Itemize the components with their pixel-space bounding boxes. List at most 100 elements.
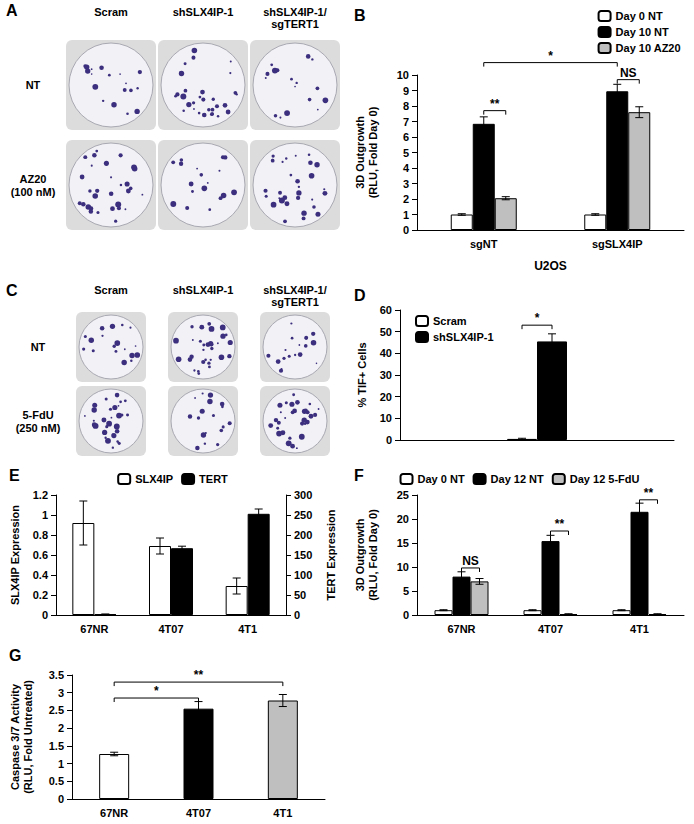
svg-text:250: 250 — [294, 509, 312, 521]
svg-text:67NR: 67NR — [447, 623, 475, 635]
svg-text:(250 nM): (250 nM) — [16, 422, 61, 434]
svg-text:0: 0 — [403, 224, 409, 236]
svg-text:2.5: 2.5 — [49, 704, 64, 716]
svg-text:NS: NS — [462, 554, 479, 568]
svg-text:8: 8 — [403, 100, 409, 112]
svg-text:NT: NT — [31, 341, 46, 353]
svg-text:0: 0 — [58, 793, 64, 805]
svg-text:**: ** — [644, 486, 654, 500]
svg-text:3D Outgrowth: 3D Outgrowth — [354, 518, 366, 591]
svg-text:10: 10 — [380, 412, 392, 424]
svg-text:150: 150 — [294, 549, 312, 561]
svg-text:D: D — [354, 287, 366, 304]
svg-text:4T07: 4T07 — [186, 807, 211, 819]
svg-text:1.2: 1.2 — [33, 489, 48, 501]
svg-text:(RLU, Fold Day 0): (RLU, Fold Day 0) — [367, 106, 379, 198]
svg-text:shSLX4IP-1/: shSLX4IP-1/ — [263, 284, 327, 296]
svg-text:4: 4 — [403, 162, 410, 174]
svg-text:50: 50 — [294, 589, 306, 601]
svg-text:*: * — [535, 311, 540, 325]
svg-text:Scram: Scram — [433, 315, 467, 327]
svg-text:E: E — [9, 467, 20, 484]
svg-text:1.5: 1.5 — [49, 740, 64, 752]
svg-text:67NR: 67NR — [100, 807, 128, 819]
svg-text:sgSLX4IP: sgSLX4IP — [592, 238, 643, 250]
svg-text:3: 3 — [403, 178, 409, 190]
svg-text:0.6: 0.6 — [33, 549, 48, 561]
svg-text:U2OS: U2OS — [534, 259, 567, 273]
svg-text:shSLX4IP-1/: shSLX4IP-1/ — [263, 6, 327, 18]
svg-text:0.5: 0.5 — [49, 775, 64, 787]
svg-text:AZ20: AZ20 — [20, 173, 47, 185]
svg-text:4T07: 4T07 — [158, 623, 183, 635]
svg-text:B: B — [354, 7, 366, 24]
svg-text:sgNT: sgNT — [470, 238, 498, 250]
svg-text:2: 2 — [403, 193, 409, 205]
svg-text:TERT Expression: TERT Expression — [325, 509, 337, 600]
svg-text:Scram: Scram — [94, 284, 128, 296]
svg-text:TERT: TERT — [199, 473, 228, 485]
svg-text:40: 40 — [380, 347, 392, 359]
svg-text:Day 12 NT: Day 12 NT — [491, 473, 544, 485]
svg-text:200: 200 — [294, 529, 312, 541]
svg-text:Day 10 NT: Day 10 NT — [616, 26, 669, 38]
svg-text:9: 9 — [403, 85, 409, 97]
svg-text:SLX4IP Expression: SLX4IP Expression — [9, 505, 21, 605]
svg-text:3D Outgrowth: 3D Outgrowth — [354, 116, 366, 189]
svg-text:4T1: 4T1 — [273, 807, 292, 819]
svg-text:Caspase 3/7 Activity: Caspase 3/7 Activity — [9, 683, 21, 790]
svg-text:A: A — [6, 2, 18, 19]
svg-text:67NR: 67NR — [80, 623, 108, 635]
svg-text:**: ** — [194, 668, 204, 682]
svg-text:0.4: 0.4 — [33, 569, 49, 581]
svg-text:2: 2 — [58, 722, 64, 734]
svg-text:10: 10 — [397, 561, 409, 573]
svg-text:0: 0 — [403, 609, 409, 621]
svg-text:50: 50 — [380, 326, 392, 338]
svg-text:shSLX4IP-1: shSLX4IP-1 — [433, 331, 494, 343]
svg-text:0: 0 — [42, 609, 48, 621]
svg-text:25: 25 — [397, 489, 409, 501]
svg-text:5: 5 — [403, 585, 409, 597]
svg-text:shSLX4IP-1: shSLX4IP-1 — [173, 6, 234, 18]
svg-text:0.8: 0.8 — [33, 529, 48, 541]
svg-text:C: C — [6, 282, 18, 299]
svg-text:4T07: 4T07 — [538, 623, 563, 635]
svg-text:4T1: 4T1 — [238, 623, 257, 635]
svg-text:0: 0 — [294, 609, 300, 621]
svg-text:Day 12 5-FdU: Day 12 5-FdU — [570, 473, 640, 485]
svg-text:0.2: 0.2 — [33, 589, 48, 601]
svg-text:5-FdU: 5-FdU — [22, 409, 53, 421]
svg-text:**: ** — [490, 97, 500, 111]
svg-text:F: F — [354, 467, 364, 484]
svg-text:30: 30 — [380, 369, 392, 381]
svg-text:1: 1 — [42, 509, 48, 521]
svg-text:Day 0 NT: Day 0 NT — [616, 10, 663, 22]
svg-text:% TIF+ Cells: % TIF+ Cells — [356, 342, 368, 407]
svg-text:4T1: 4T1 — [630, 623, 649, 635]
svg-text:*: * — [548, 49, 553, 63]
svg-text:6: 6 — [403, 131, 409, 143]
svg-text:NT: NT — [26, 79, 41, 91]
svg-text:sgTERT1: sgTERT1 — [271, 296, 319, 308]
svg-text:20: 20 — [380, 391, 392, 403]
svg-text:Day 10 AZ20: Day 10 AZ20 — [616, 42, 681, 54]
svg-text:3.5: 3.5 — [49, 669, 64, 681]
svg-text:60: 60 — [380, 304, 392, 316]
svg-text:(100 nM): (100 nM) — [11, 186, 56, 198]
svg-text:Scram: Scram — [94, 6, 128, 18]
svg-text:300: 300 — [294, 489, 312, 501]
svg-text:1: 1 — [403, 209, 409, 221]
svg-text:(RLU, Fold Day 0): (RLU, Fold Day 0) — [367, 509, 379, 601]
svg-text:5: 5 — [403, 147, 409, 159]
svg-text:15: 15 — [397, 537, 409, 549]
svg-text:**: ** — [555, 517, 565, 531]
svg-text:SLX4IP: SLX4IP — [135, 473, 173, 485]
svg-text:Day 0 NT: Day 0 NT — [418, 473, 465, 485]
svg-text:(RLU, Fold Untreated): (RLU, Fold Untreated) — [22, 680, 34, 794]
svg-text:1: 1 — [58, 758, 64, 770]
svg-text:10: 10 — [397, 69, 409, 81]
svg-text:*: * — [154, 684, 159, 698]
svg-text:sgTERT1: sgTERT1 — [271, 18, 319, 30]
svg-text:G: G — [9, 647, 21, 664]
